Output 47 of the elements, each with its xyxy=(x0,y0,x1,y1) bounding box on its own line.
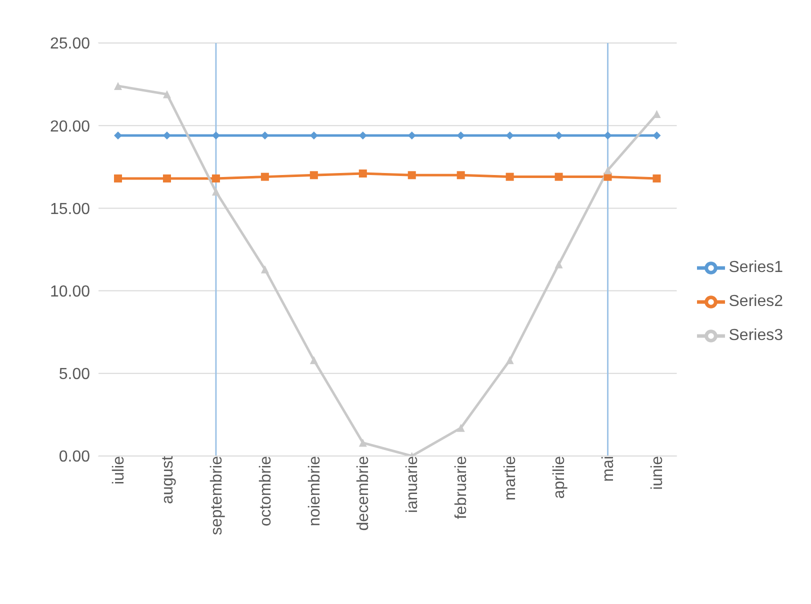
x-tick-label: martie xyxy=(502,456,520,500)
x-tick-label: septembrie xyxy=(208,456,226,536)
point xyxy=(260,265,269,274)
x-tick-label: aprilie xyxy=(551,456,568,499)
x-tick-label: decembrie xyxy=(355,456,372,531)
point xyxy=(114,82,122,90)
point xyxy=(456,171,465,180)
point xyxy=(456,424,465,432)
legend-label: Series3 xyxy=(728,327,783,344)
legend-label: Series1 xyxy=(728,259,783,276)
x-tick-label: iunie xyxy=(649,456,666,490)
point xyxy=(554,260,563,268)
y-tick-label: 0.00 xyxy=(58,448,90,466)
point xyxy=(162,90,171,98)
point xyxy=(162,174,171,182)
point xyxy=(310,171,318,180)
point xyxy=(604,132,612,140)
y-tick-label: 15.00 xyxy=(50,200,90,218)
point xyxy=(358,438,367,447)
x-tick-label: august xyxy=(159,455,176,504)
x-tick-label: iulie xyxy=(110,456,128,484)
x-tick-label: ianuarie xyxy=(404,456,422,513)
point xyxy=(506,356,514,364)
point xyxy=(506,132,514,140)
legend-label: Series2 xyxy=(728,293,783,310)
point xyxy=(408,171,416,180)
x-tick-label: mai xyxy=(600,456,618,482)
point xyxy=(652,174,661,182)
y-tick-label: 20.00 xyxy=(50,118,90,136)
point xyxy=(604,166,612,174)
point xyxy=(212,174,220,182)
point xyxy=(554,172,563,181)
point xyxy=(506,172,514,181)
y-tick-label: 25.00 xyxy=(50,36,90,53)
x-tick-label: octombrie xyxy=(257,456,274,526)
point xyxy=(114,132,122,140)
point xyxy=(652,132,661,140)
point xyxy=(260,172,269,181)
point xyxy=(554,132,563,140)
point xyxy=(310,356,318,364)
point xyxy=(114,174,122,182)
x-tick-label: noiembrie xyxy=(306,456,324,526)
x-tick-label: februarie xyxy=(453,456,470,520)
point xyxy=(358,170,367,178)
y-tick-label: 10.00 xyxy=(50,283,90,300)
point xyxy=(212,188,220,196)
y-tick-label: 5.00 xyxy=(58,366,90,384)
